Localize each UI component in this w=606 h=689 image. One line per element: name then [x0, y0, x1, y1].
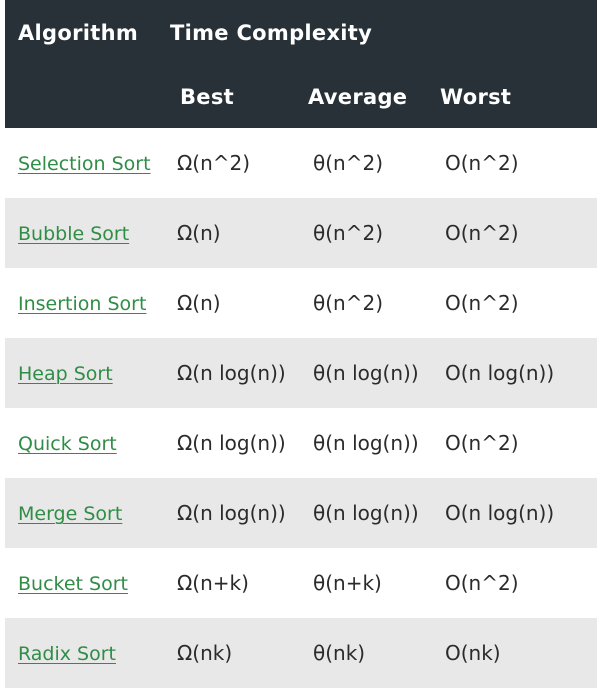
average-cell: θ(nk): [313, 641, 366, 665]
algorithm-cell: Heap Sort: [5, 338, 170, 408]
table-row: Bucket Sort Ω(n+k) θ(n+k) O(n^2): [5, 548, 597, 618]
average-cell: θ(n log(n)): [313, 431, 419, 455]
table-row: Radix Sort Ω(nk) θ(nk) O(nk): [5, 618, 597, 688]
algorithm-link-merge-sort[interactable]: Merge Sort: [18, 503, 123, 525]
best-cell: Ω(n+k): [177, 571, 249, 595]
table-header: Algorithm Time Complexity Best Average W…: [5, 0, 597, 128]
header-empty-cell: [5, 66, 170, 128]
algorithm-cell: Merge Sort: [5, 478, 170, 548]
average-cell: θ(n^2): [313, 151, 383, 175]
worst-cell: O(n log(n)): [445, 361, 555, 385]
worst-cell: O(n^2): [445, 431, 519, 455]
header-time-complexity: Time Complexity: [170, 21, 373, 45]
algorithm-cell: Selection Sort: [5, 128, 170, 198]
algorithm-cell: Insertion Sort: [5, 268, 170, 338]
table-row: Heap Sort Ω(n log(n)) θ(n log(n)) O(n lo…: [5, 338, 597, 408]
worst-cell: O(n log(n)): [445, 501, 555, 525]
best-cell: Ω(n^2): [177, 151, 251, 175]
table-row: Quick Sort Ω(n log(n)) θ(n log(n)) O(n^2…: [5, 408, 597, 478]
header-algorithm: Algorithm: [18, 21, 139, 45]
algorithm-cell: Quick Sort: [5, 408, 170, 478]
algorithm-link-quick-sort[interactable]: Quick Sort: [18, 433, 117, 455]
algorithm-cell: Bucket Sort: [5, 548, 170, 618]
average-cell: θ(n^2): [313, 221, 383, 245]
average-cell: θ(n^2): [313, 291, 383, 315]
table-body: Selection Sort Ω(n^2) θ(n^2) O(n^2) Bubb…: [5, 128, 597, 688]
worst-cell: O(n^2): [445, 291, 519, 315]
best-cell: Ω(n): [177, 221, 221, 245]
best-cell: Ω(n log(n)): [177, 431, 286, 455]
best-cell: Ω(n): [177, 291, 221, 315]
algorithm-link-bubble-sort[interactable]: Bubble Sort: [18, 223, 130, 245]
worst-cell: O(n^2): [445, 151, 519, 175]
average-cell: θ(n+k): [313, 571, 382, 595]
worst-cell: O(n^2): [445, 571, 519, 595]
table-row: Insertion Sort Ω(n) θ(n^2) O(n^2): [5, 268, 597, 338]
algorithm-link-insertion-sort[interactable]: Insertion Sort: [18, 293, 147, 315]
table-row: Selection Sort Ω(n^2) θ(n^2) O(n^2): [5, 128, 597, 198]
header-row-top: Algorithm Time Complexity: [5, 0, 597, 66]
complexity-table: Algorithm Time Complexity Best Average W…: [5, 0, 597, 688]
algorithm-link-bucket-sort[interactable]: Bucket Sort: [18, 573, 128, 595]
header-row-sub: Best Average Worst: [5, 66, 597, 128]
header-average: Average: [308, 85, 408, 109]
worst-cell: O(n^2): [445, 221, 519, 245]
table-row: Bubble Sort Ω(n) θ(n^2) O(n^2): [5, 198, 597, 268]
algorithm-link-radix-sort[interactable]: Radix Sort: [18, 643, 116, 665]
average-cell: θ(n log(n)): [313, 501, 419, 525]
best-cell: Ω(n log(n)): [177, 501, 286, 525]
table-row: Merge Sort Ω(n log(n)) θ(n log(n)) O(n l…: [5, 478, 597, 548]
algorithm-cell: Radix Sort: [5, 618, 170, 688]
best-cell: Ω(nk): [177, 641, 233, 665]
algorithm-cell: Bubble Sort: [5, 198, 170, 268]
header-worst: Worst: [440, 85, 512, 109]
worst-cell: O(nk): [445, 641, 501, 665]
algorithm-link-selection-sort[interactable]: Selection Sort: [18, 153, 151, 175]
algorithm-link-heap-sort[interactable]: Heap Sort: [18, 363, 113, 385]
best-cell: Ω(n log(n)): [177, 361, 286, 385]
average-cell: θ(n log(n)): [313, 361, 419, 385]
header-best: Best: [180, 85, 234, 109]
